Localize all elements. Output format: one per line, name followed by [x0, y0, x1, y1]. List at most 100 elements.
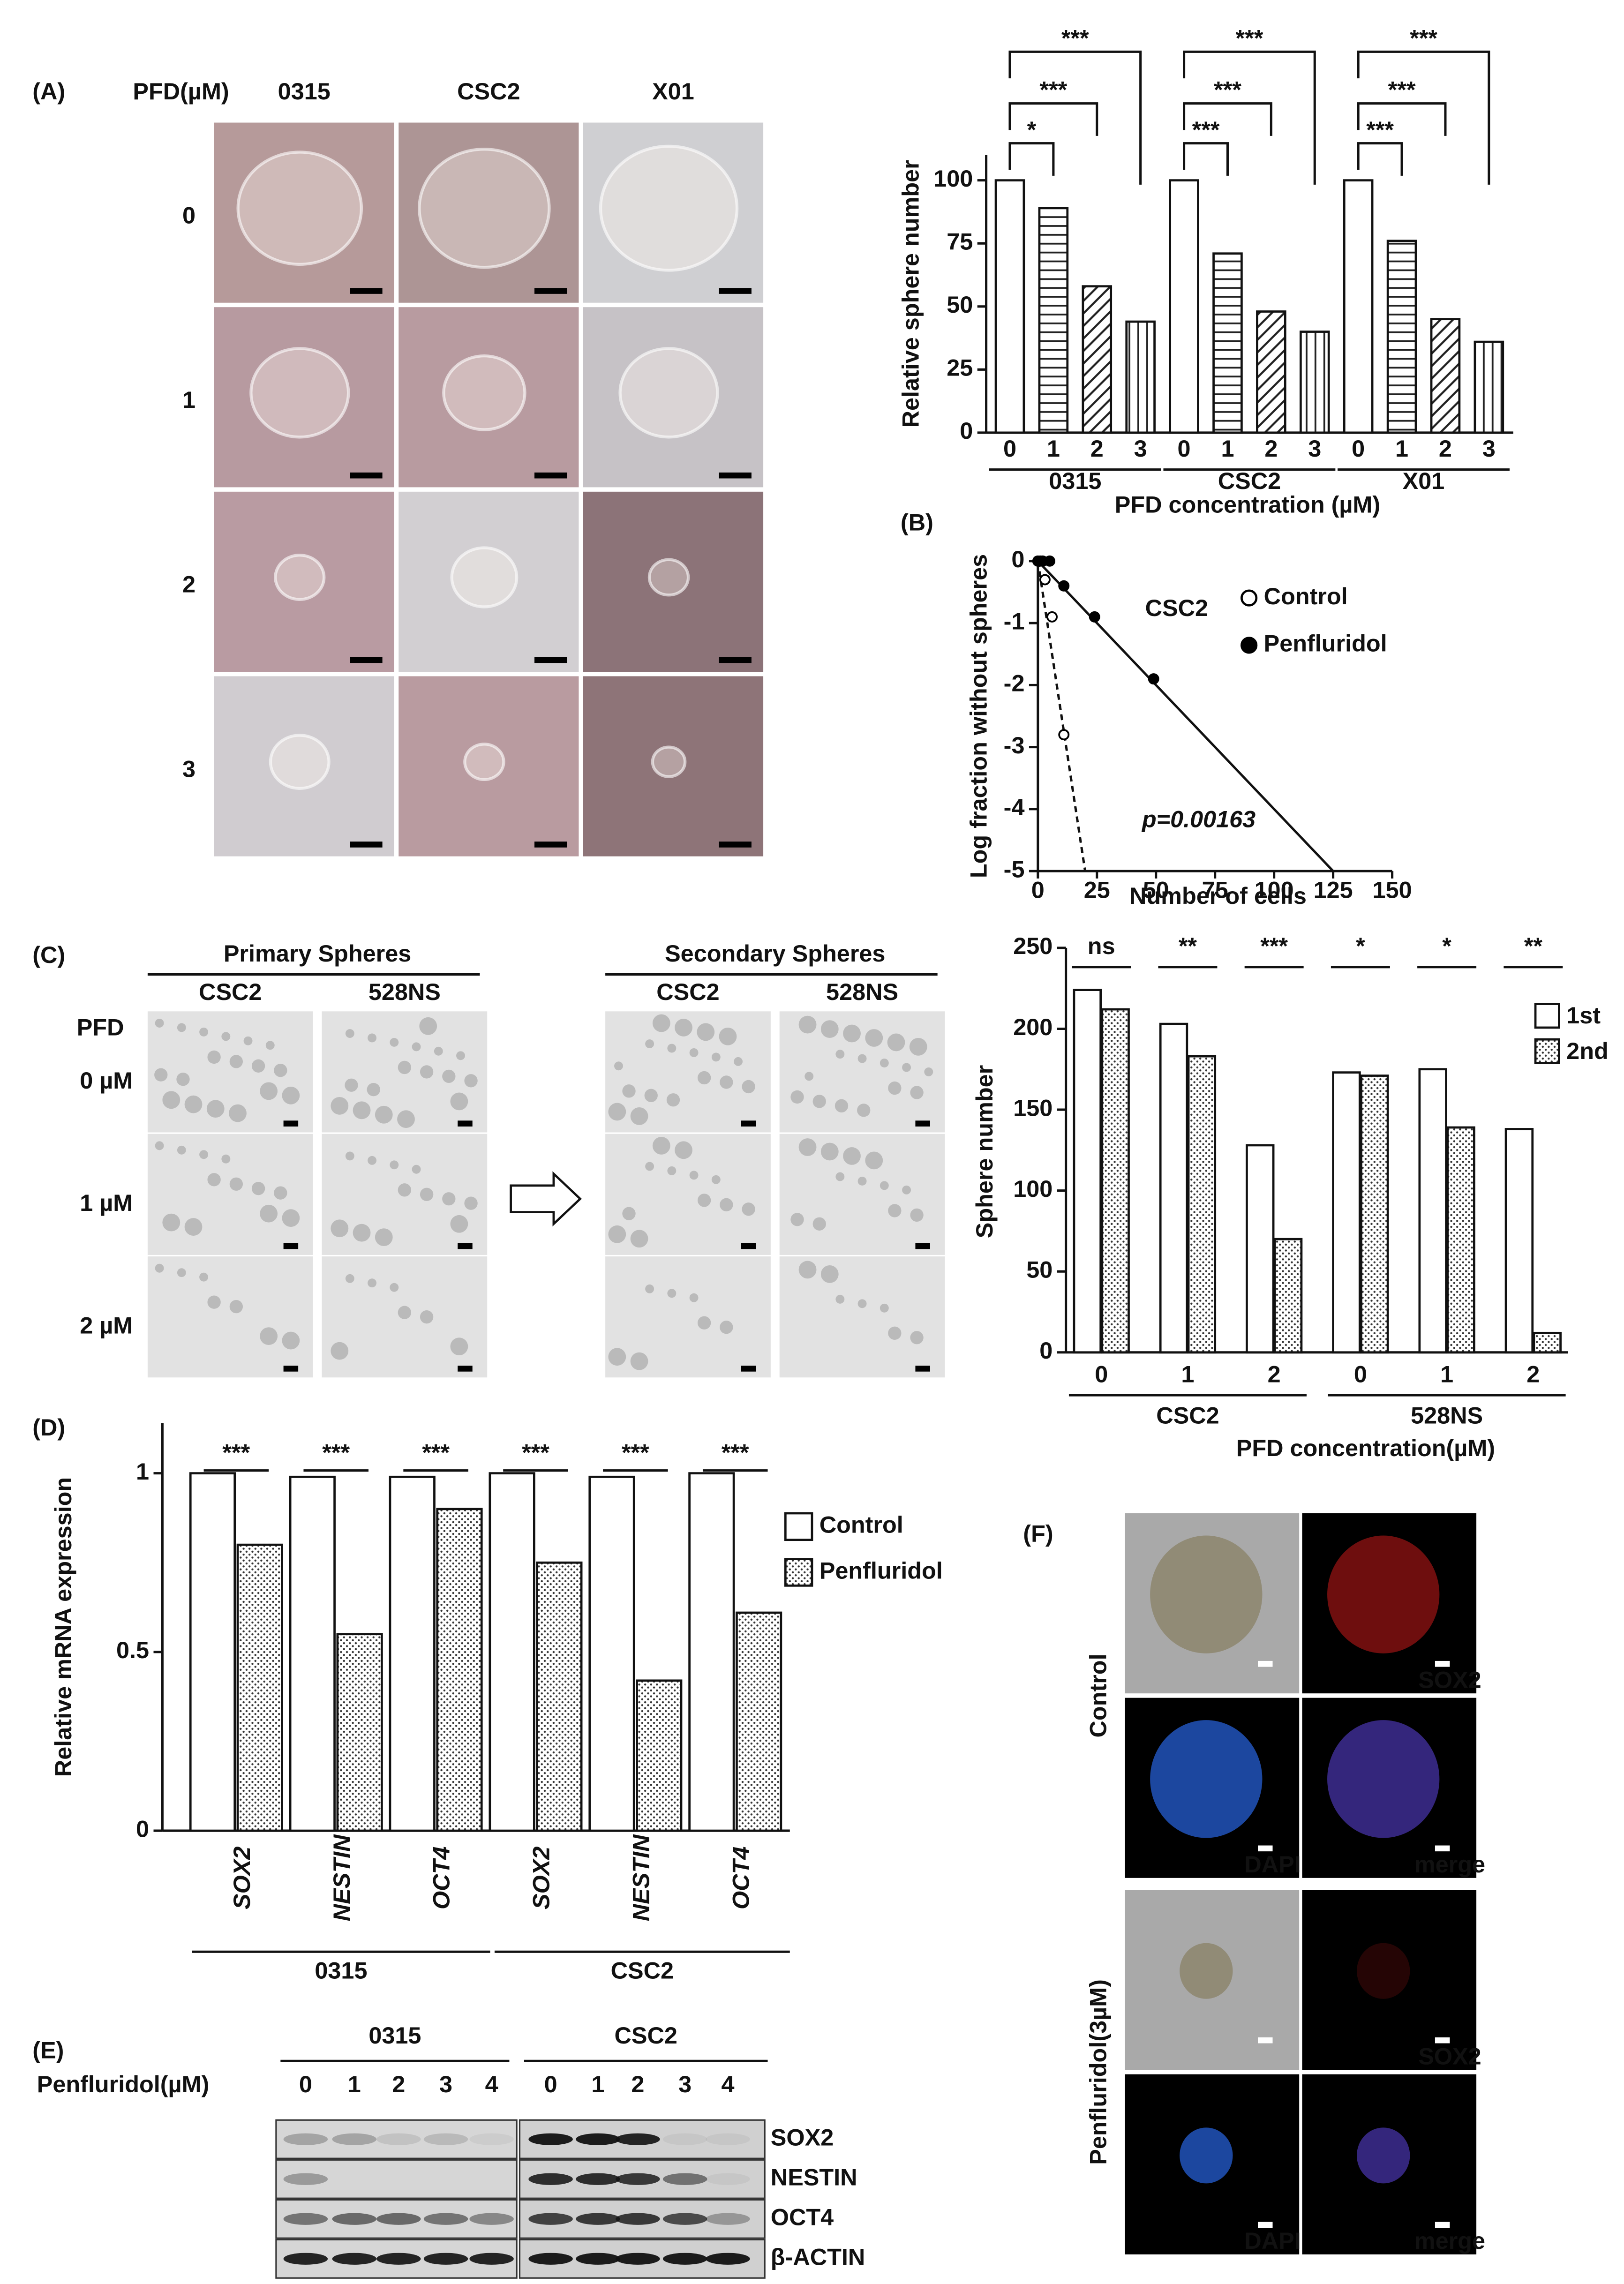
bar [736, 1611, 782, 1832]
y-tick-label: 75 [947, 228, 973, 255]
lane-label: 0 [299, 2071, 312, 2097]
bar [336, 1633, 383, 1832]
sphere [442, 1192, 456, 1206]
x-tick-label: 2 [1439, 435, 1452, 462]
significance-label: * [1027, 116, 1037, 143]
sphere [331, 1097, 349, 1115]
legend-label: 2nd [1566, 1037, 1609, 1064]
sphere [162, 1213, 180, 1232]
sphere [251, 1059, 265, 1073]
panel-label: (E) [32, 2037, 64, 2064]
sphere [675, 1141, 692, 1159]
sphere [608, 1103, 626, 1121]
sphere [820, 1020, 839, 1038]
protein-label: β-ACTIN [771, 2244, 865, 2270]
sphere [345, 1274, 354, 1283]
scale-bar [534, 841, 567, 848]
sphere [419, 1017, 437, 1035]
scale-bar [1435, 1660, 1450, 1667]
cell [1327, 1535, 1440, 1653]
scale-bar [350, 841, 383, 848]
significance-label: ** [1524, 932, 1543, 959]
sphere [199, 1150, 209, 1159]
sphere [464, 1074, 478, 1088]
group-header: Primary Spheres [224, 940, 411, 967]
cell [1150, 1720, 1263, 1838]
legend-label: Penfluridol [1264, 630, 1387, 657]
y-tick-label: 100 [1013, 1175, 1053, 1202]
band [706, 2253, 750, 2265]
sphere [412, 1042, 421, 1052]
sphere [260, 1204, 278, 1223]
band [528, 2173, 573, 2185]
sphere [282, 1209, 300, 1227]
sphere [368, 1156, 377, 1165]
bar [1273, 1238, 1303, 1354]
column-label: 528NS [368, 978, 441, 1005]
sphere [887, 1033, 905, 1052]
sphere [711, 1052, 721, 1062]
sphere [697, 1316, 711, 1330]
x-tick-label: 3 [1134, 435, 1147, 462]
x-tick-label: 1 [1181, 1360, 1194, 1387]
band [576, 2253, 620, 2265]
point [1046, 611, 1058, 623]
sphere [282, 1086, 300, 1104]
sphere [260, 1327, 278, 1345]
significance-label: *** [1214, 76, 1241, 103]
band [528, 2133, 573, 2145]
sphere [798, 1261, 817, 1279]
legend-swatch [1534, 1038, 1560, 1064]
bar [1343, 179, 1374, 434]
sphere [229, 1055, 243, 1068]
x-tick-label: 1 [1440, 1360, 1453, 1387]
sphere [243, 1036, 253, 1045]
sphere [176, 1072, 190, 1086]
sphere [909, 1037, 927, 1056]
scale-bar [350, 472, 383, 479]
band [376, 2213, 421, 2225]
fit-line [1037, 561, 1087, 872]
image-header: PFD(µM) [133, 78, 229, 105]
cell [1180, 2127, 1233, 2184]
row-label: 3 [182, 755, 195, 782]
sphere [464, 1196, 478, 1210]
scale-bar [719, 657, 752, 663]
bar [1386, 240, 1417, 434]
sphere [880, 1059, 889, 1067]
band [616, 2213, 660, 2225]
band [706, 2133, 750, 2145]
bar [1125, 320, 1156, 434]
group-header: Secondary Spheres [665, 940, 885, 967]
bar [1533, 1331, 1562, 1354]
significance-label: *** [422, 1439, 450, 1465]
band [283, 2133, 328, 2145]
scale-bar [458, 1243, 473, 1249]
sphere [734, 1057, 743, 1066]
band [332, 2213, 377, 2225]
panel-label: (F) [1023, 1520, 1053, 1547]
sphere [265, 1041, 275, 1050]
sphere [229, 1104, 247, 1122]
channel-label: DAPI [1244, 1851, 1301, 1878]
scale-bar [534, 472, 567, 479]
group-label: 0315 [1049, 467, 1101, 494]
band [616, 2253, 660, 2265]
micrograph [214, 491, 394, 672]
sphere [274, 554, 326, 601]
sphere [353, 1224, 371, 1242]
scale-bar [1435, 2222, 1450, 2228]
bar [1038, 207, 1069, 434]
band [376, 2133, 421, 2145]
band [332, 2133, 377, 2145]
band [662, 2173, 707, 2185]
sphere [924, 1067, 933, 1076]
band [469, 2253, 514, 2265]
group-label: CSC2 [611, 1957, 674, 1984]
bar [1430, 318, 1461, 434]
significance-label: *** [622, 1439, 649, 1465]
sphere [697, 1071, 711, 1085]
sphere [177, 1023, 186, 1032]
lane-label: 1 [348, 2071, 361, 2097]
y-tick-label: 50 [1026, 1256, 1053, 1283]
